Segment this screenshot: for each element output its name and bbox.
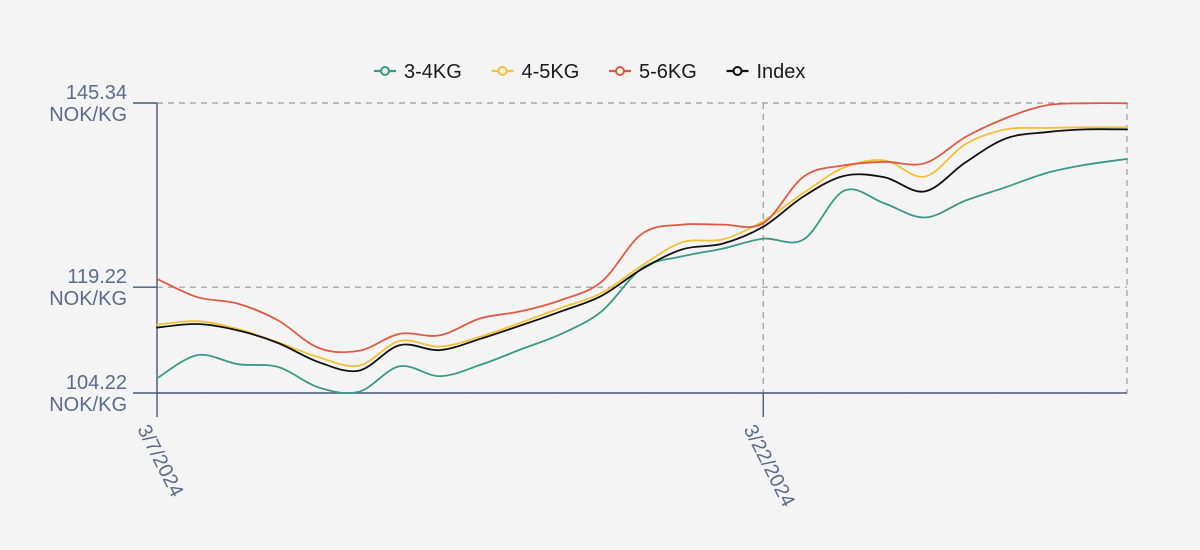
legend-item-3-4kg: 3-4KG: [374, 61, 462, 83]
legend-swatch-marker: [380, 66, 390, 76]
legend-swatch-marker: [497, 66, 508, 76]
y-tick-unit: NOK/KG: [49, 288, 127, 310]
legend-label: 5-6KG: [639, 61, 697, 83]
legend-label: 4-5KG: [522, 61, 580, 83]
axes: [156, 103, 1127, 394]
legend-label: 3-4KG: [404, 61, 462, 83]
series-line-3-4kg: [156, 158, 1128, 395]
y-tick-unit: NOK/KG: [49, 104, 127, 126]
legend-item-4-5kg: 4-5KG: [491, 61, 580, 83]
x-tick-label-1: 3/22/2024: [739, 421, 799, 510]
legend-swatch-marker: [615, 66, 625, 76]
y-tick-label-0: 145.34 NOK/KG: [49, 82, 127, 126]
x-tick-label-0: 3/7/2024: [133, 421, 188, 500]
series-line-4-5kg: [156, 126, 1128, 368]
legend: 3-4KG 4-5KG 5-6KG Index: [374, 61, 805, 83]
series-line-index: [156, 128, 1128, 373]
x-axis-ticks: 3/7/2024 3/22/2024: [133, 393, 799, 511]
y-tick-unit: NOK/KG: [49, 394, 127, 416]
y-tick-value: 145.34: [66, 82, 127, 104]
legend-swatch-marker: [732, 66, 743, 76]
y-tick-label-1: 119.22 NOK/KG: [49, 266, 127, 310]
y-tick-value: 104.22: [66, 372, 127, 394]
series-lines: [156, 102, 1128, 395]
y-tick-label-2: 104.22 NOK/KG: [49, 372, 127, 416]
legend-item-index: Index: [726, 61, 806, 83]
legend-label: Index: [757, 61, 806, 83]
y-tick-value: 119.22: [67, 266, 127, 288]
series-line-5-6kg: [156, 102, 1128, 354]
legend-item-5-6kg: 5-6KG: [609, 61, 697, 83]
grid-lines: [156, 102, 1128, 394]
